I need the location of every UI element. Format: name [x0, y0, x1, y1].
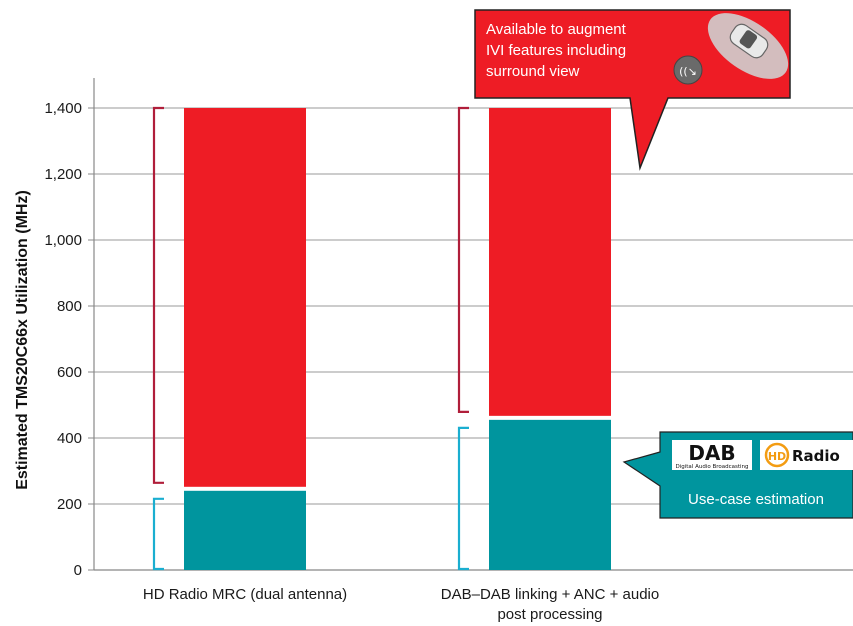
red-callout-line-3: surround view — [486, 63, 580, 80]
y-tick-label: 1,200 — [44, 166, 82, 183]
category-label: DAB–DAB linking + ANC + audio — [441, 586, 659, 603]
sensor-icon: ((↘ — [673, 55, 703, 85]
hd-radio-logo: HD Radio — [760, 440, 853, 470]
y-tick-label: 1,400 — [44, 100, 82, 117]
y-axis: 0 200 400 600 800 1,000 1,200 1,400 — [44, 78, 853, 579]
y-tick-label: 200 — [57, 496, 82, 513]
car-icon — [707, 13, 789, 79]
svg-text:HD: HD — [768, 450, 786, 463]
bracket-red — [457, 106, 469, 413]
svg-text:DAB: DAB — [688, 441, 735, 465]
teal-callout: DAB Digital Audio Broadcasting HD Radio … — [622, 431, 853, 519]
dab-logo: DAB Digital Audio Broadcasting — [672, 440, 752, 470]
red-callout-line-1: Available to augment — [486, 21, 627, 38]
red-callout: Available to augment IVI features includ… — [474, 9, 791, 171]
brackets — [152, 106, 469, 571]
y-tick-label: 600 — [57, 364, 82, 381]
svg-text:Radio: Radio — [792, 447, 840, 465]
red-callout-line-2: IVI features including — [486, 42, 626, 59]
bars — [184, 108, 611, 570]
bar-segment — [184, 490, 306, 570]
teal-callout-caption: Use-case estimation — [688, 491, 824, 508]
category-label: HD Radio MRC (dual antenna) — [143, 586, 347, 603]
bracket-red — [152, 106, 164, 484]
bar-segment — [184, 108, 306, 487]
bar-segment — [489, 108, 611, 416]
svg-text:((↘: ((↘ — [679, 65, 697, 78]
svg-text:Digital Audio Broadcasting: Digital Audio Broadcasting — [675, 464, 748, 470]
y-tick-label: 400 — [57, 430, 82, 447]
bar-segment — [489, 419, 611, 570]
y-tick-label: 0 — [74, 562, 82, 579]
category-labels: HD Radio MRC (dual antenna) DAB–DAB linki… — [143, 586, 659, 623]
bracket-teal — [152, 497, 164, 571]
category-label: post processing — [497, 606, 602, 623]
bracket-teal — [457, 426, 469, 571]
y-tick-label: 1,000 — [44, 232, 82, 249]
y-tick-label: 800 — [57, 298, 82, 315]
y-axis-title: Estimated TMS20C66x Utilization (MHz) — [14, 190, 31, 490]
